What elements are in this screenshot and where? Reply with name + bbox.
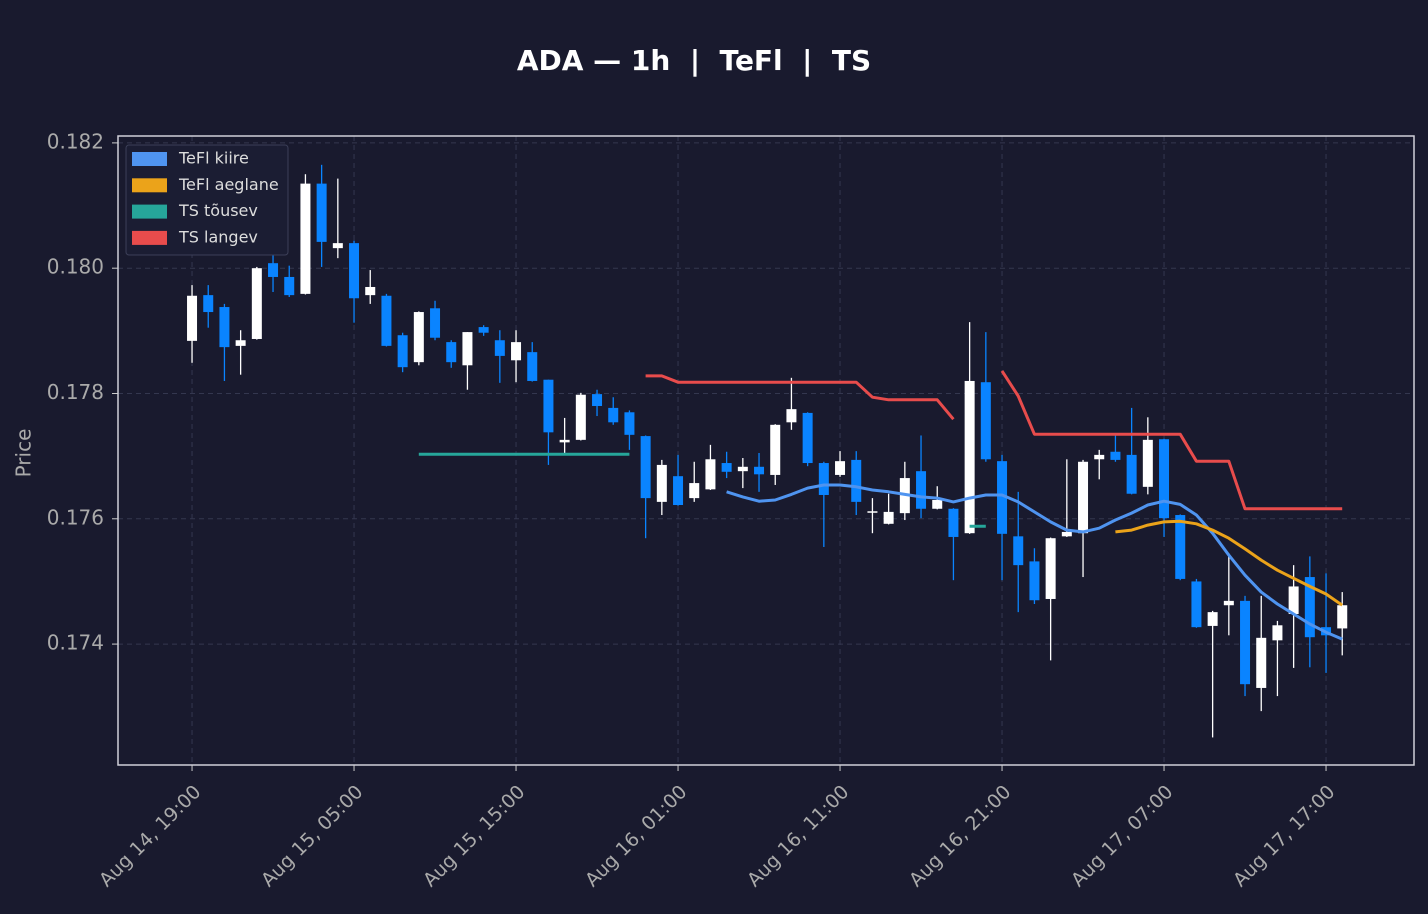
candle-body <box>251 268 262 339</box>
candle-body <box>1094 454 1105 460</box>
candle-body <box>1045 538 1056 599</box>
candle-body <box>1142 439 1153 487</box>
candle-body <box>932 499 943 509</box>
candle-body <box>219 307 230 348</box>
candle-body <box>1256 637 1267 688</box>
candle-body <box>770 424 781 475</box>
candle-body <box>1337 605 1348 629</box>
chart-title: ADA — 1h | TeFl | TS <box>517 44 871 77</box>
candle-body <box>284 276 295 296</box>
candle-body <box>381 295 392 346</box>
candle-body <box>462 332 473 366</box>
legend-swatch <box>132 178 167 193</box>
legend-swatch <box>132 152 167 166</box>
candle-body <box>786 409 797 423</box>
line-series <box>418 452 986 528</box>
candle-body <box>446 342 457 363</box>
candle-body <box>705 459 716 490</box>
candle-body <box>235 340 246 346</box>
candle-body <box>1061 531 1072 537</box>
candle-body <box>203 295 214 313</box>
candle-body <box>300 183 311 294</box>
candle-body <box>592 394 603 407</box>
candle-body <box>656 464 667 502</box>
candle-body <box>818 463 829 495</box>
candle-body <box>1272 625 1283 641</box>
y-tick-label: 0.178 <box>47 380 104 404</box>
candle-body <box>575 394 586 440</box>
candle-body <box>624 412 635 435</box>
y-tick-label: 0.176 <box>47 505 104 529</box>
candle-body <box>997 461 1008 534</box>
candle-body <box>802 412 813 464</box>
candle-body <box>608 407 619 423</box>
candle-body <box>1110 451 1121 460</box>
candle-body <box>316 183 327 242</box>
candle-body <box>397 335 408 368</box>
candle-body <box>1240 600 1251 685</box>
candle-body <box>754 466 765 475</box>
candle-body <box>430 308 441 338</box>
candle-body <box>187 295 198 341</box>
line-series <box>645 370 1343 511</box>
candle-body <box>721 463 732 472</box>
candle-body <box>494 340 505 356</box>
candle-body <box>543 379 554 433</box>
y-axis-label: Price <box>12 429 36 478</box>
line-series <box>726 483 1343 641</box>
legend-swatch <box>132 230 167 245</box>
candle-body <box>673 476 684 506</box>
candle-body <box>349 243 360 299</box>
candle-body <box>1126 454 1137 494</box>
candle-body <box>1191 581 1202 628</box>
candle-body <box>916 471 927 509</box>
candle-body <box>867 511 878 513</box>
candle-body <box>883 511 894 524</box>
y-tick-label: 0.180 <box>47 255 104 279</box>
legend-swatch <box>132 204 167 219</box>
candle-body <box>478 327 489 333</box>
candle-body <box>1288 586 1299 615</box>
legend-label: TS tõusev <box>178 201 258 220</box>
candle-body <box>1078 461 1089 534</box>
legend-label: TeFl kiire <box>178 149 249 168</box>
candle-body <box>1304 577 1315 638</box>
candle-body <box>527 352 538 381</box>
candle-body <box>835 461 846 475</box>
legend-label: TS langev <box>178 227 258 246</box>
candle-body <box>1175 515 1186 579</box>
legend: TeFl kiire TeFl aeglane TS tõusev TS langev <box>125 144 289 256</box>
candle-body <box>332 243 343 249</box>
candle-body <box>980 382 991 460</box>
candle-body <box>511 342 522 361</box>
candle-body <box>268 263 279 277</box>
line-series <box>1115 519 1344 607</box>
candle-body <box>689 483 700 499</box>
candle-body <box>365 286 376 296</box>
candle-body <box>559 439 570 443</box>
legend-label: TeFl aeglane <box>178 175 279 194</box>
plot-frame <box>117 135 1415 766</box>
y-tick-label: 0.182 <box>47 129 104 153</box>
candle-body <box>851 459 862 502</box>
candle-body <box>948 508 959 537</box>
y-tick-label: 0.174 <box>47 631 104 655</box>
candle-body <box>1207 612 1218 626</box>
candle-body <box>1223 600 1234 606</box>
legend-box <box>125 144 289 256</box>
candle-body <box>1013 536 1024 566</box>
candle-body <box>413 312 424 363</box>
candle-body <box>1029 561 1040 601</box>
candle-body <box>640 436 651 499</box>
candle-body <box>1159 439 1170 519</box>
candle-body <box>964 380 975 534</box>
candle-body <box>737 466 748 472</box>
